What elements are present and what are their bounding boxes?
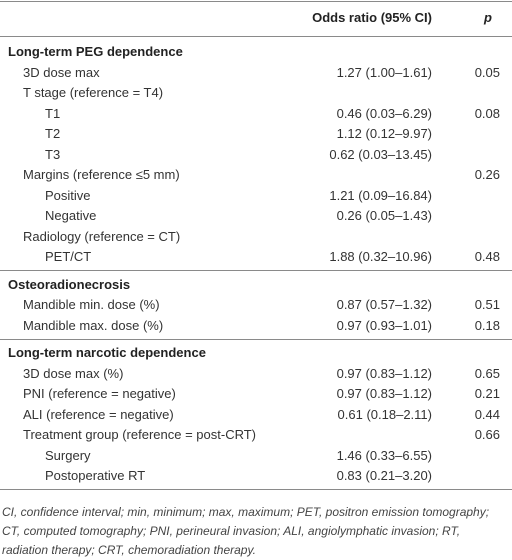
section-title: Osteoradionecrosis bbox=[8, 276, 131, 292]
column-header: p bbox=[484, 10, 492, 25]
odds-ratio: 0.97 (0.93–1.01) bbox=[336, 317, 432, 333]
odds-ratio: 0.97 (0.83–1.12) bbox=[336, 386, 432, 401]
p-value: 0.48 bbox=[474, 249, 500, 264]
rule-line bbox=[0, 338, 512, 340]
p-value: 0.08 bbox=[474, 105, 500, 121]
section-title: Long-term narcotic dependence bbox=[8, 345, 206, 360]
footnote: CI, confidence interval; min, minimum; m… bbox=[2, 505, 490, 557]
rule-line bbox=[0, 1, 512, 2]
p-value: 0.18 bbox=[474, 317, 500, 333]
row-label: Radiology (reference = CT) bbox=[23, 228, 181, 244]
odds-ratio: 1.21 (0.09–16.84) bbox=[329, 187, 432, 203]
row-label: T3 bbox=[45, 146, 61, 162]
row-label: Margins (reference ≤5 mm) bbox=[23, 167, 180, 182]
row-label: ALI (reference = negative) bbox=[23, 406, 174, 422]
odds-ratio: 0.62 (0.03–13.45) bbox=[329, 146, 432, 162]
rule-line bbox=[0, 36, 512, 37]
p-value: 0.44 bbox=[474, 406, 500, 422]
odds-ratio: 0.46 (0.03–6.29) bbox=[336, 105, 432, 121]
row-label: T stage (reference = T4) bbox=[23, 85, 164, 100]
row-label: T1 bbox=[45, 105, 61, 121]
row-label: PNI (reference = negative) bbox=[23, 386, 176, 401]
p-value: 0.26 bbox=[474, 167, 500, 182]
row-label: PET/CT bbox=[45, 249, 92, 264]
p-value: 0.21 bbox=[474, 386, 500, 401]
odds-ratio: 1.46 (0.33–6.55) bbox=[336, 447, 432, 463]
row-label: 3D dose max (%) bbox=[23, 365, 124, 381]
rule-line bbox=[0, 489, 512, 491]
row-label: Mandible min. dose (%) bbox=[23, 297, 160, 312]
p-value: 0.65 bbox=[474, 365, 500, 381]
odds-ratio: 1.27 (1.00–1.61) bbox=[336, 64, 432, 80]
p-value: 0.66 bbox=[474, 427, 500, 442]
odds-ratio: 0.83 (0.21–3.20) bbox=[336, 468, 432, 483]
p-value: 0.05 bbox=[474, 64, 500, 80]
row-label: Negative bbox=[45, 208, 97, 223]
odds-ratio: 1.88 (0.32–10.96) bbox=[329, 249, 432, 264]
rule-line bbox=[0, 270, 512, 272]
p-value: 0.51 bbox=[474, 297, 500, 312]
odds-ratio: 0.87 (0.57–1.32) bbox=[336, 297, 432, 312]
odds-ratio: 0.61 (0.18–2.11) bbox=[337, 406, 432, 422]
row-label: Positive bbox=[45, 187, 91, 203]
odds-ratio: 0.26 (0.05–1.43) bbox=[336, 208, 432, 223]
row-label: T2 bbox=[45, 126, 61, 141]
odds-ratio: 1.12 (0.12–9.97) bbox=[336, 126, 432, 141]
row-label: 3D dose max bbox=[23, 64, 100, 80]
row-label: Treatment group (reference = post-CRT) bbox=[23, 427, 257, 442]
column-header: Odds ratio (95% CI) bbox=[312, 10, 432, 25]
row-label: Surgery bbox=[45, 447, 91, 463]
odds-ratio: 0.97 (0.83–1.12) bbox=[336, 365, 432, 381]
section-title: Long-term PEG dependence bbox=[8, 44, 183, 59]
row-label: Mandible max. dose (%) bbox=[23, 317, 164, 333]
row-label: Postoperative RT bbox=[45, 468, 146, 483]
